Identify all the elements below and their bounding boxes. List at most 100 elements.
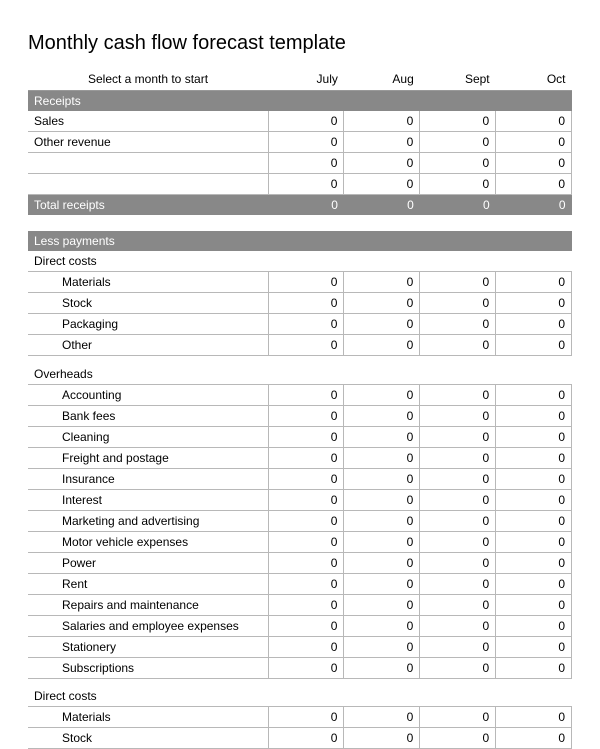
section-less-payments: Less payments <box>28 231 572 251</box>
receipts-row-1-label: Other revenue <box>28 132 268 153</box>
receipts-row-3-val-1: 0 <box>344 174 420 195</box>
group-1-row-0-val-3: 0 <box>496 384 572 405</box>
total-receipts-label: Total receipts <box>28 195 268 216</box>
group-1-row-8-val-2: 0 <box>420 552 496 573</box>
group-1-row-10-label: Repairs and maintenance <box>28 594 268 615</box>
page-title: Monthly cash flow forecast template <box>28 32 572 55</box>
group-2-row-1-val-3: 0 <box>496 728 572 749</box>
receipts-row-3-val-3: 0 <box>496 174 572 195</box>
group-2-row-1-label: Stock <box>28 728 268 749</box>
group-0-row-2-label: Packaging <box>28 314 268 335</box>
receipts-row-0-val-3: 0 <box>496 111 572 132</box>
group-0-row-0-val-1: 0 <box>344 272 420 293</box>
group-1-row-7: Motor vehicle expenses0000 <box>28 531 572 552</box>
group-1-row-1-val-2: 0 <box>420 405 496 426</box>
group-1-row-13-val-3: 0 <box>496 657 572 678</box>
group-1-row-8-label: Power <box>28 552 268 573</box>
group-2-row-0-label: Materials <box>28 707 268 728</box>
group-0-row-1-val-2: 0 <box>420 293 496 314</box>
month-sept: Sept <box>420 69 496 91</box>
group-1-row-5-val-2: 0 <box>420 489 496 510</box>
group-2-row-0-val-0: 0 <box>268 707 344 728</box>
receipts-row-3-val-2: 0 <box>420 174 496 195</box>
group-2-row-0: Materials0000 <box>28 707 572 728</box>
group-0-row-0-val-2: 0 <box>420 272 496 293</box>
group-1-row-13: Subscriptions0000 <box>28 657 572 678</box>
group-1-row-3-val-3: 0 <box>496 447 572 468</box>
group-2-row-0-val-3: 0 <box>496 707 572 728</box>
group-0-row-2: Packaging0000 <box>28 314 572 335</box>
group-1-row-10-val-2: 0 <box>420 594 496 615</box>
total-receipts-val-0: 0 <box>268 195 344 216</box>
receipts-row-0: Sales0000 <box>28 111 572 132</box>
group-1-row-3: Freight and postage0000 <box>28 447 572 468</box>
group-1-row-5-val-3: 0 <box>496 489 572 510</box>
receipts-row-0-val-0: 0 <box>268 111 344 132</box>
group-1-row-2-val-0: 0 <box>268 426 344 447</box>
group-1-row-2-val-1: 0 <box>344 426 420 447</box>
receipts-row-1-val-2: 0 <box>420 132 496 153</box>
group-0-row-3-val-0: 0 <box>268 335 344 356</box>
group-1-row-9-label: Rent <box>28 573 268 594</box>
group-0-row-1-val-1: 0 <box>344 293 420 314</box>
group-1-row-13-label: Subscriptions <box>28 657 268 678</box>
group-1-row-7-val-1: 0 <box>344 531 420 552</box>
receipts-row-1-val-1: 0 <box>344 132 420 153</box>
group-1-row-12-val-3: 0 <box>496 636 572 657</box>
month-aug: Aug <box>344 69 420 91</box>
spacer <box>28 356 572 364</box>
group-2-row-0-val-2: 0 <box>420 707 496 728</box>
group-1-row-13-val-0: 0 <box>268 657 344 678</box>
group-1-row-0-val-2: 0 <box>420 384 496 405</box>
group-1-row-4-label: Insurance <box>28 468 268 489</box>
group-1-row-8-val-1: 0 <box>344 552 420 573</box>
group-1-row-4-val-3: 0 <box>496 468 572 489</box>
receipts-row-2: 0000 <box>28 153 572 174</box>
group-0-row-1: Stock0000 <box>28 293 572 314</box>
group-1-row-10-val-0: 0 <box>268 594 344 615</box>
group-1-row-2-val-3: 0 <box>496 426 572 447</box>
group-2-label: Direct costs <box>28 686 572 707</box>
section-receipts-label: Receipts <box>28 91 572 112</box>
group-2-row-1-val-1: 0 <box>344 728 420 749</box>
month-oct: Oct <box>496 69 572 91</box>
group-0-row-2-val-0: 0 <box>268 314 344 335</box>
receipts-row-2-val-0: 0 <box>268 153 344 174</box>
select-month-label: Select a month to start <box>28 69 268 91</box>
group-1: Overheads <box>28 364 572 385</box>
receipts-row-0-val-2: 0 <box>420 111 496 132</box>
total-receipts-val-2: 0 <box>420 195 496 216</box>
receipts-row-0-label: Sales <box>28 111 268 132</box>
receipts-row-3-val-0: 0 <box>268 174 344 195</box>
group-1-row-11-val-0: 0 <box>268 615 344 636</box>
group-1-row-12-label: Stationery <box>28 636 268 657</box>
group-1-row-6-label: Marketing and advertising <box>28 510 268 531</box>
group-0-row-0-val-0: 0 <box>268 272 344 293</box>
group-1-row-13-val-2: 0 <box>420 657 496 678</box>
group-1-row-11-val-3: 0 <box>496 615 572 636</box>
group-1-row-3-label: Freight and postage <box>28 447 268 468</box>
group-0-row-3: Other0000 <box>28 335 572 356</box>
group-1-row-3-val-1: 0 <box>344 447 420 468</box>
group-1-row-9-val-3: 0 <box>496 573 572 594</box>
group-1-row-5-label: Interest <box>28 489 268 510</box>
receipts-row-2-val-3: 0 <box>496 153 572 174</box>
group-1-row-13-val-1: 0 <box>344 657 420 678</box>
group-0-row-2-val-2: 0 <box>420 314 496 335</box>
group-1-row-0-val-1: 0 <box>344 384 420 405</box>
group-1-row-9: Rent0000 <box>28 573 572 594</box>
group-1-row-12-val-2: 0 <box>420 636 496 657</box>
receipts-row-0-val-1: 0 <box>344 111 420 132</box>
group-1-row-7-val-2: 0 <box>420 531 496 552</box>
section-receipts: Receipts <box>28 91 572 112</box>
group-1-row-5-val-1: 0 <box>344 489 420 510</box>
group-0-row-3-label: Other <box>28 335 268 356</box>
group-1-row-1: Bank fees0000 <box>28 405 572 426</box>
receipts-row-3: 0000 <box>28 174 572 195</box>
group-0-row-2-val-3: 0 <box>496 314 572 335</box>
group-1-row-7-label: Motor vehicle expenses <box>28 531 268 552</box>
group-1-row-6-val-0: 0 <box>268 510 344 531</box>
group-0-label: Direct costs <box>28 251 572 272</box>
group-0-row-3-val-3: 0 <box>496 335 572 356</box>
group-1-row-0-val-0: 0 <box>268 384 344 405</box>
